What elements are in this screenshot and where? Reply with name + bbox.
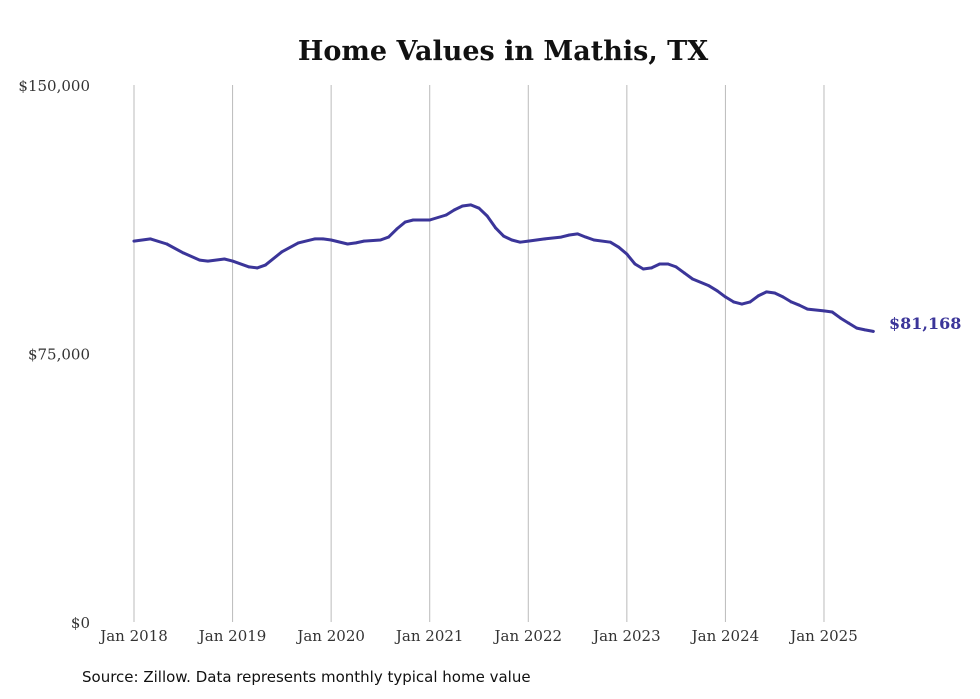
data-point [691, 277, 694, 281]
data-point [296, 241, 300, 245]
data-point [756, 294, 760, 298]
data-point [617, 245, 621, 249]
series-points [132, 203, 875, 333]
data-point [658, 262, 662, 266]
x-tick-label: Jan 2019 [197, 627, 267, 645]
data-point [863, 328, 867, 332]
y-tick-label: $75,000 [28, 346, 90, 364]
gridlines [133, 85, 825, 622]
data-point [428, 218, 432, 222]
data-point [321, 237, 325, 241]
data-point [592, 238, 596, 242]
last-value-label: $81,168 [889, 314, 961, 333]
data-point [781, 295, 785, 299]
data-point [329, 238, 333, 242]
data-point [354, 241, 358, 245]
x-tick-label: Jan 2023 [591, 627, 661, 645]
data-point [748, 300, 752, 304]
series-line [132, 203, 875, 333]
data-point [247, 265, 251, 269]
data-point [280, 250, 284, 254]
data-point [222, 257, 226, 261]
data-point [765, 290, 768, 294]
data-point [132, 239, 136, 243]
data-point [502, 234, 506, 238]
data-point [797, 303, 801, 307]
source-note: Source: Zillow. Data represents monthly … [82, 668, 531, 686]
data-point [543, 237, 547, 241]
data-point [608, 240, 612, 244]
data-point [379, 238, 382, 242]
data-point [576, 232, 579, 236]
data-point [855, 326, 859, 330]
y-tick-label: $0 [71, 614, 90, 632]
data-point [625, 252, 629, 256]
data-point [526, 239, 530, 243]
data-point [839, 316, 842, 320]
data-point [822, 309, 826, 313]
data-point [444, 213, 448, 217]
data-point [666, 262, 670, 266]
data-point [707, 284, 711, 288]
data-point [740, 302, 744, 306]
x-axis: Jan 2018 Jan 2019 Jan 2020 Jan 2021 Jan 2022… [98, 627, 858, 645]
data-point [313, 237, 317, 241]
data-point [403, 220, 407, 224]
data-point [149, 237, 152, 241]
data-point [567, 233, 571, 237]
data-point [395, 227, 399, 231]
x-tick-label: Jan 2022 [492, 627, 562, 645]
data-point [387, 235, 391, 239]
x-tick-label: Jan 2024 [690, 627, 760, 645]
data-point [518, 240, 522, 244]
data-point [633, 262, 637, 266]
data-point [469, 203, 473, 207]
chart-title: Home Values in Mathis, TX [298, 36, 708, 67]
data-point [641, 267, 645, 271]
data-point [715, 289, 719, 293]
data-point [198, 258, 202, 262]
x-tick-label: Jan 2020 [295, 627, 365, 645]
x-tick-label: Jan 2025 [788, 627, 858, 645]
data-point [650, 266, 653, 270]
data-point [510, 238, 514, 242]
y-axis: $0 $75,000 $150,000 [18, 77, 90, 632]
x-tick-label: Jan 2018 [98, 627, 168, 645]
x-tick-label: Jan 2021 [394, 627, 464, 645]
data-point [263, 263, 267, 267]
data-point [485, 214, 489, 218]
data-point [732, 300, 736, 304]
data-point [871, 330, 875, 333]
data-point [181, 251, 185, 255]
data-point [231, 259, 234, 263]
data-point [494, 226, 497, 230]
data-point [559, 235, 563, 239]
data-point [682, 271, 686, 275]
y-tick-label: $150,000 [18, 77, 90, 95]
data-point [411, 218, 415, 222]
data-point [847, 321, 851, 325]
data-point [461, 204, 464, 208]
data-point [165, 242, 169, 246]
data-point [830, 310, 834, 314]
data-point [674, 265, 678, 269]
data-point [452, 208, 456, 212]
data-point [806, 307, 809, 311]
data-point [584, 235, 588, 239]
data-point [255, 266, 259, 270]
data-point [477, 206, 481, 210]
data-point [724, 295, 727, 299]
data-point [362, 239, 366, 243]
data-point [206, 259, 210, 263]
data-point [789, 300, 793, 304]
data-point [773, 291, 777, 295]
data-point [346, 242, 350, 246]
